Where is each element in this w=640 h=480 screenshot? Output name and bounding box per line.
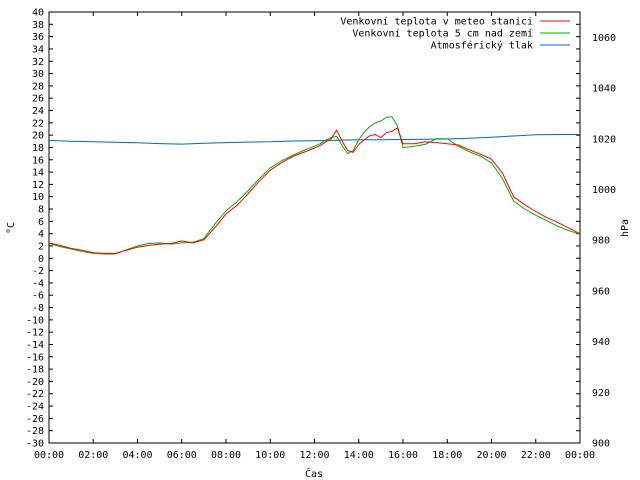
x-axis-ticks: 00:00 02:00 04:00 06:00 08:00 10:00 12:00 14:00…: [34, 12, 595, 461]
y-tick-label: 0: [38, 254, 44, 265]
y-tick-label: 30: [32, 69, 44, 80]
y-axis-ticks: 4038363432302826242220181614121086420-2-…: [26, 8, 580, 450]
y2-tick-label: 940: [592, 337, 610, 348]
y-tick-label: 26: [32, 94, 44, 105]
y-tick-label: -2: [32, 266, 44, 277]
y-tick-label: -6: [32, 291, 44, 302]
y-tick-label: 18: [32, 143, 44, 154]
x-tick-label: 22:00: [521, 450, 551, 461]
y-tick-label: 40: [32, 8, 44, 19]
x-tick-label: 04:00: [122, 450, 152, 461]
y-tick-label: 20: [32, 131, 44, 142]
y2-axis-label: hPa: [620, 219, 631, 237]
y2-axis-ticks: 1060 1040 1020 1000 980 960 940 920 900: [592, 33, 616, 450]
legend-label: Venkovní teplota 5 cm nad zemí: [352, 28, 533, 40]
y-tick-label: -28: [26, 426, 44, 437]
y-tick-label: 22: [32, 118, 44, 129]
series-line-2: [48, 134, 580, 145]
y-tick-label: -22: [26, 389, 44, 400]
y2-tick-label: 1060: [592, 33, 616, 44]
y2-tick-label: 1020: [592, 134, 616, 145]
y2-tick-label: 980: [592, 236, 610, 247]
series-lines: [48, 116, 581, 255]
y2-tick-label: 920: [592, 388, 610, 399]
x-axis-label: Čas: [305, 467, 323, 480]
y-tick-label: -18: [26, 365, 44, 376]
y-tick-label: -14: [26, 340, 44, 351]
y-tick-label: -20: [26, 377, 44, 388]
y-tick-label: 14: [32, 168, 44, 179]
y2-tick-label: 960: [592, 286, 610, 297]
y-tick-label: 10: [32, 192, 44, 203]
y2-tick-label: 900: [592, 439, 610, 450]
y-tick-label: 28: [32, 81, 44, 92]
series-line-0: [48, 127, 581, 254]
y-tick-label: 16: [32, 155, 44, 166]
series-line-1: [48, 116, 581, 255]
y-axis-label: °C: [6, 222, 17, 234]
x-tick-label: 00:00: [34, 450, 64, 461]
y-tick-label: 8: [38, 205, 44, 216]
y-tick-label: 38: [32, 20, 44, 31]
y-tick-label: -10: [26, 315, 44, 326]
x-tick-label: 00:00: [565, 450, 595, 461]
legend: Venkovní teplota v meteo staniciVenkovní…: [340, 16, 570, 52]
x-tick-label: 12:00: [299, 450, 329, 461]
x-tick-label: 06:00: [167, 450, 197, 461]
y-tick-label: 2: [38, 241, 44, 252]
y-tick-label: -30: [26, 439, 44, 450]
x-tick-label: 02:00: [78, 450, 108, 461]
y-tick-label: 34: [32, 44, 44, 55]
x-tick-label: 18:00: [432, 450, 462, 461]
y-tick-label: -4: [32, 278, 44, 289]
plot-frame: [48, 11, 581, 444]
x-tick-label: 14:00: [344, 450, 374, 461]
y-tick-label: 4: [38, 229, 44, 240]
x-tick-label: 20:00: [476, 450, 506, 461]
legend-label: Atmosférický tlak: [431, 40, 533, 52]
y2-tick-label: 1040: [592, 84, 616, 95]
y-tick-label: 6: [38, 217, 44, 228]
y-tick-label: 24: [32, 106, 44, 117]
y-tick-label: 36: [32, 32, 44, 43]
y-tick-label: -24: [26, 402, 44, 413]
y-tick-label: -26: [26, 414, 44, 425]
x-tick-label: 08:00: [211, 450, 241, 461]
y-tick-label: 12: [32, 180, 44, 191]
legend-label: Venkovní teplota v meteo stanici: [340, 16, 533, 28]
x-tick-label: 16:00: [388, 450, 418, 461]
y-tick-label: 32: [32, 57, 44, 68]
y-tick-label: -16: [26, 352, 44, 363]
y-tick-label: -8: [32, 303, 44, 314]
y-tick-label: -12: [26, 328, 44, 339]
x-tick-label: 10:00: [255, 450, 285, 461]
y2-tick-label: 1000: [592, 185, 616, 196]
